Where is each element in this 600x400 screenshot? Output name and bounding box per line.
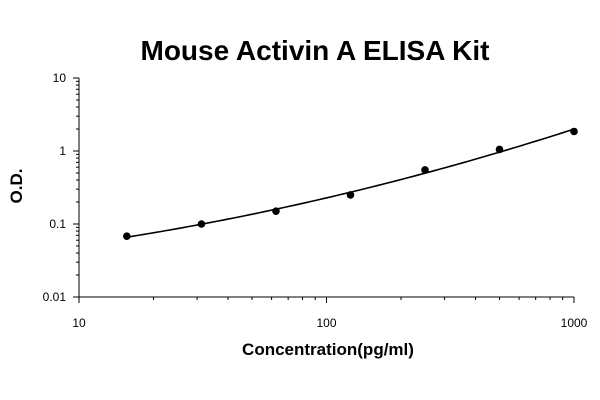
data-point <box>421 166 429 174</box>
x-tick-label: 1000 <box>561 316 588 330</box>
data-point <box>346 191 355 199</box>
data-point <box>272 207 280 215</box>
x-tick-label: 10 <box>72 316 86 330</box>
data-point <box>197 220 206 228</box>
y-tick-label: 10 <box>53 71 67 85</box>
y-axis-label: O.D. <box>7 169 26 204</box>
y-tick-label: 0.01 <box>43 290 67 304</box>
x-axis-label: Concentration(pg/ml) <box>242 340 414 359</box>
chart-title: Mouse Activin A ELISA Kit <box>141 35 490 66</box>
y-tick-label: 1 <box>59 144 66 158</box>
x-tick-label: 100 <box>316 316 336 330</box>
fit-curve <box>126 128 575 238</box>
data-point <box>495 145 504 154</box>
y-tick-label: 0.1 <box>49 217 66 231</box>
data-point <box>122 232 131 241</box>
data-point <box>570 127 578 136</box>
